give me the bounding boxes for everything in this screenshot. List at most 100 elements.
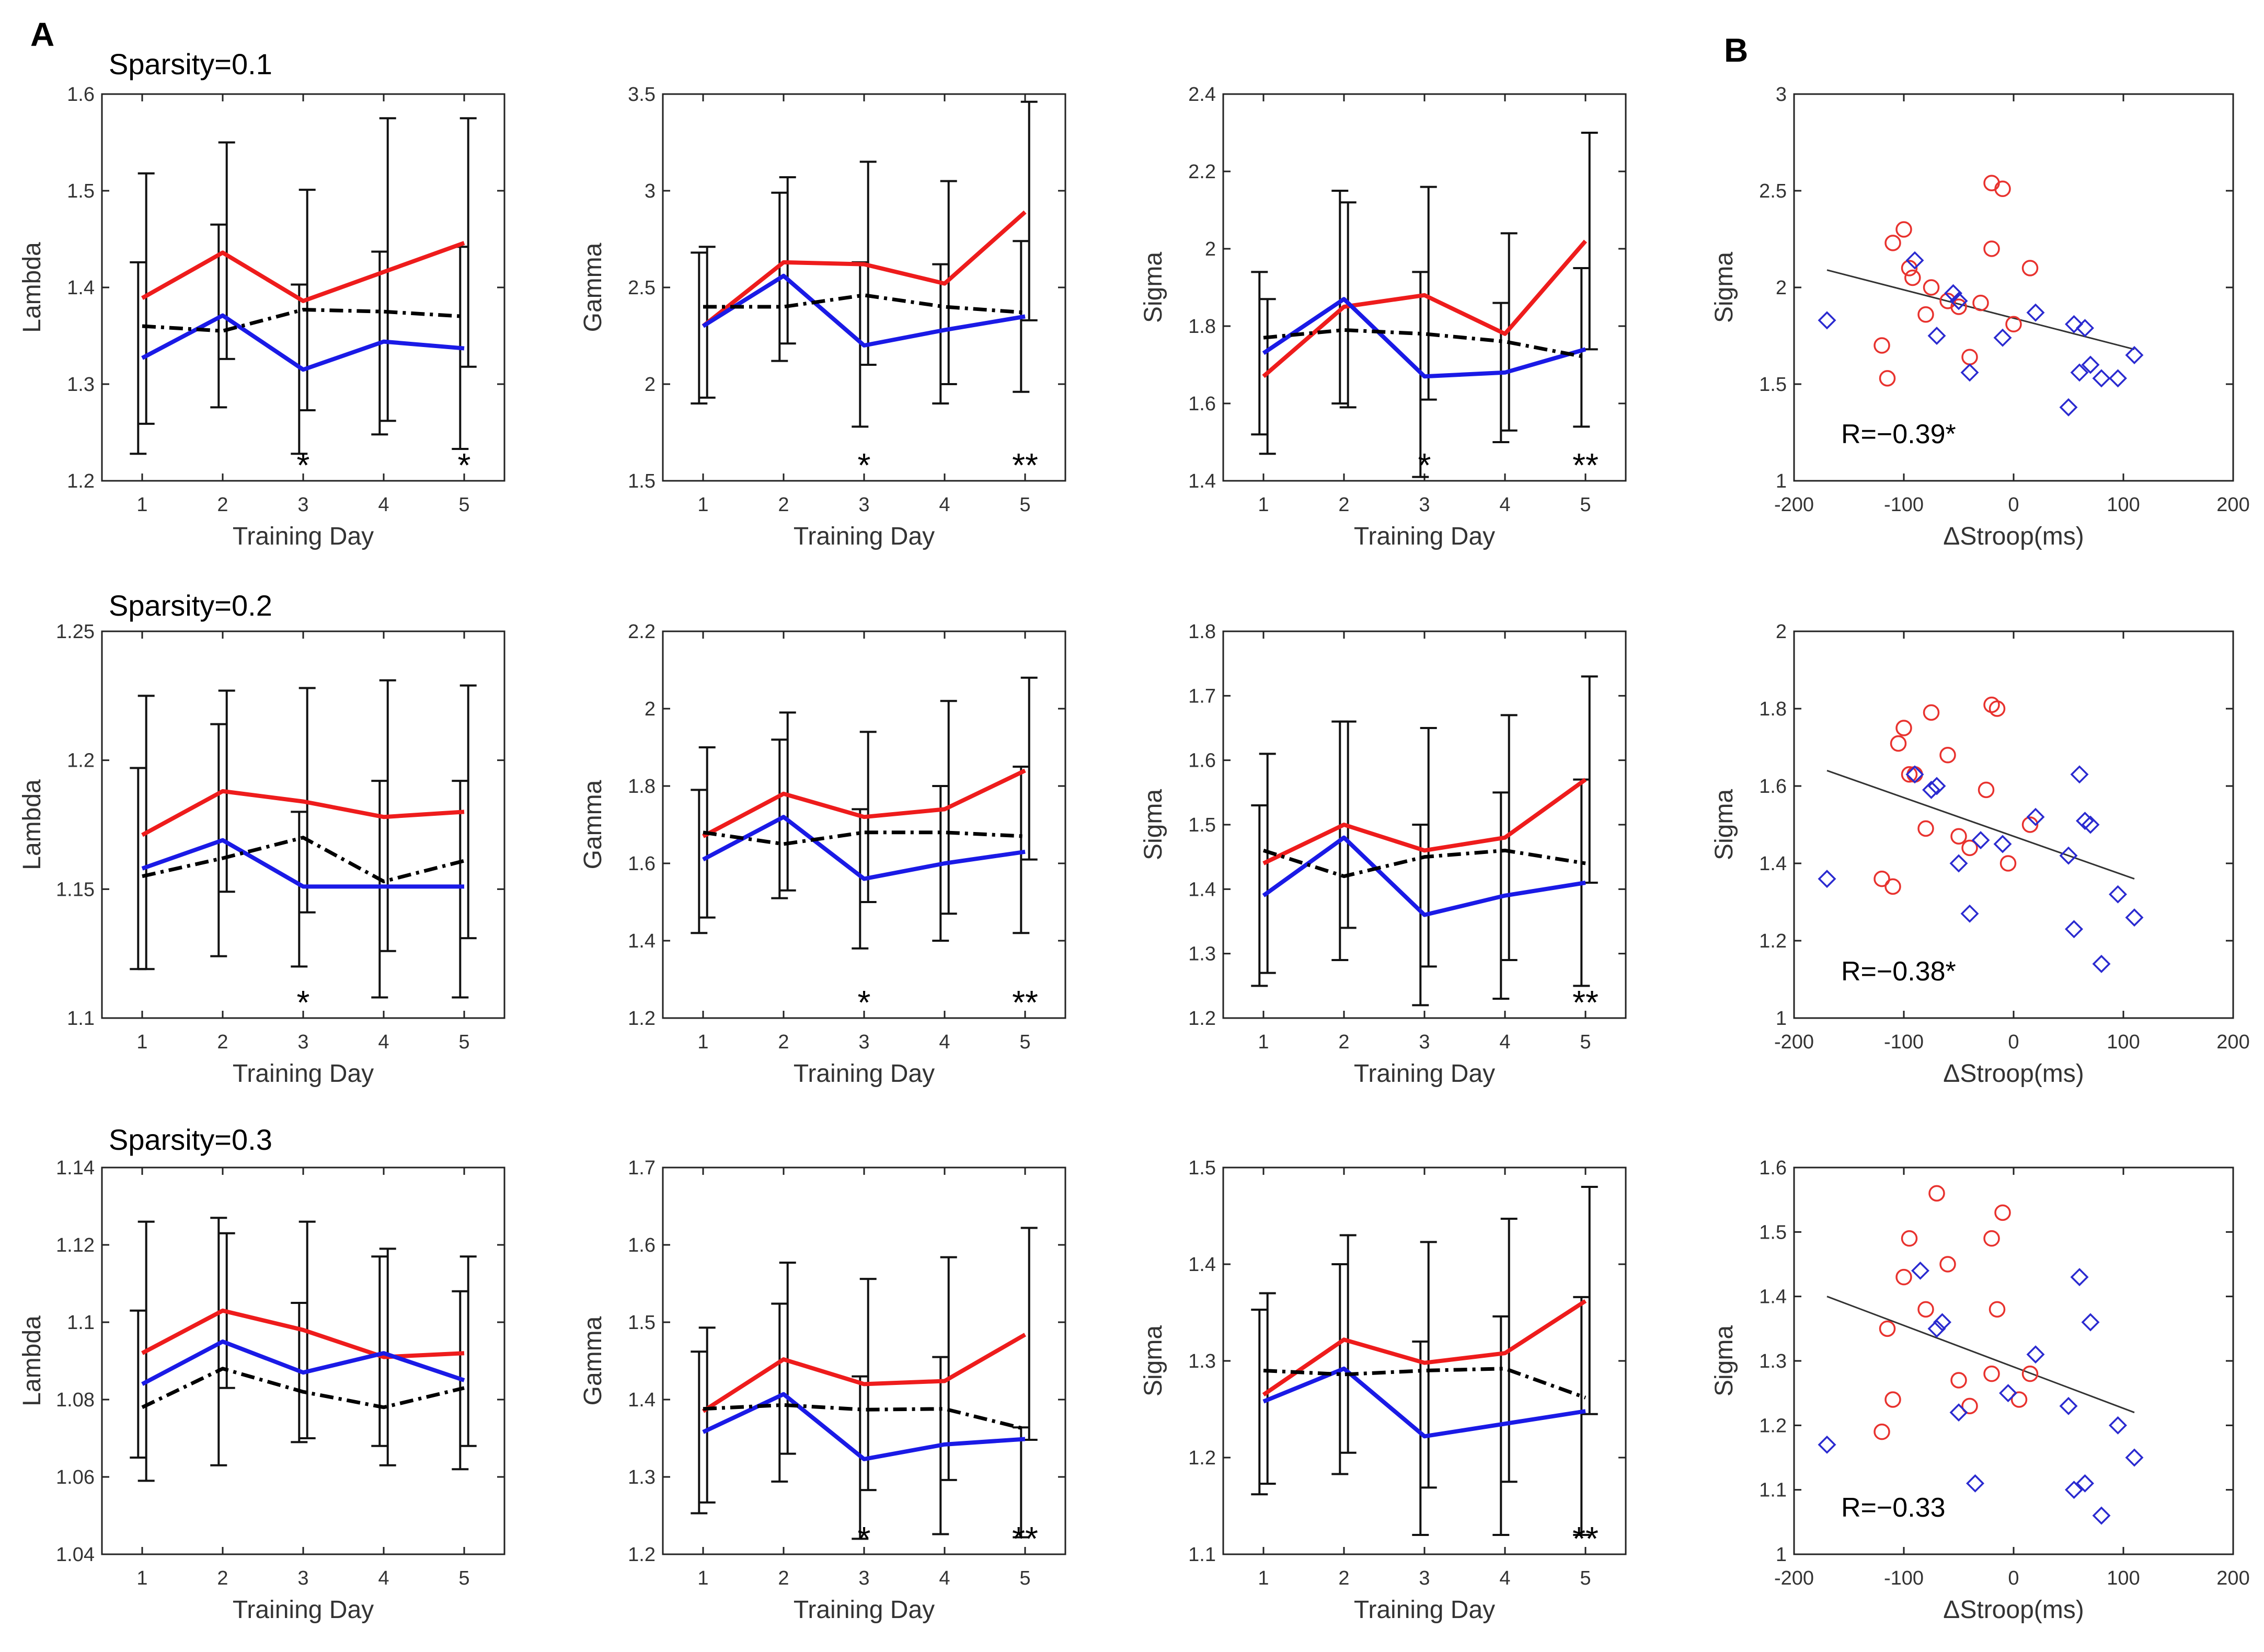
scatter-point-red — [1939, 747, 1956, 764]
y-tick-label: 1.2 — [1759, 930, 1787, 952]
scatter-point-red — [1874, 870, 1890, 887]
x-tick-label: -200 — [1774, 494, 1814, 516]
scatter-point-red — [1994, 180, 2011, 198]
x-tick-label: 4 — [1499, 1031, 1510, 1053]
x-tick-label: 1 — [697, 1031, 708, 1053]
chart-8: 1.2 1.3 1.4 1.5 1.6 1.7 1 2 3 4 5 Training Day Gamma… — [579, 1157, 1066, 1624]
x-tick-label: 1 — [697, 494, 708, 516]
y-tick-label: 1.1 — [67, 1312, 95, 1334]
row-title-sparsity-0-2: Sparsity=0.2 — [109, 589, 272, 622]
series-line-blue — [702, 1392, 1026, 1461]
y-axis-label: Sigma — [1140, 252, 1167, 323]
y-tick-label: 1.4 — [1188, 1254, 1216, 1276]
significance-marker: ** — [1572, 446, 1599, 484]
x-tick-label: -100 — [1884, 494, 1924, 516]
y-tick-label: 1.4 — [1759, 853, 1787, 875]
y-tick-label: 2 — [1205, 238, 1216, 260]
y-tick-label: 2 — [645, 698, 656, 720]
x-tick-label: 2 — [217, 494, 228, 516]
significance-marker: ** — [1012, 984, 1038, 1021]
chart-7: 1.04 1.06 1.08 1.1 1.12 1.14 1 2 3 4 5 Training Day… — [18, 1157, 505, 1624]
y-tick-label: 1.1 — [67, 1008, 95, 1030]
scatter-point-red — [1983, 175, 2000, 191]
scatter-point-red — [1989, 700, 2006, 717]
scatter-point-blue — [1966, 1474, 1984, 1493]
scatter-point-red — [1884, 235, 1901, 251]
x-tick-label: -100 — [1884, 1567, 1924, 1589]
scatter-point-red — [1917, 1301, 1934, 1318]
scatter-point-blue — [2070, 1268, 2089, 1287]
scatter-point-red — [1928, 1185, 1945, 1202]
series-line-blue — [1262, 835, 1586, 917]
x-tick-label: 3 — [1419, 1567, 1430, 1589]
y-axis-label: Sigma — [1140, 789, 1167, 860]
row-title-sparsity-0-1: Sparsity=0.1 — [109, 48, 272, 80]
y-tick-label: 1 — [1776, 1008, 1787, 1030]
y-tick-label: 1.5 — [628, 1312, 656, 1334]
scatter-point-blue — [1993, 328, 2012, 347]
significance-marker: * — [297, 984, 310, 1021]
scatter-point-red — [1950, 1372, 1967, 1389]
y-tick-label: 1.4 — [1759, 1286, 1787, 1308]
x-axis-label: ΔStroop(ms) — [1943, 523, 2084, 550]
x-axis-label: Training Day — [794, 523, 935, 550]
y-tick-label: 1.3 — [67, 374, 95, 396]
x-axis-label: Training Day — [233, 1596, 374, 1624]
y-tick-label: 1.3 — [628, 1466, 656, 1488]
y-tick-label: 1.5 — [67, 180, 95, 202]
x-tick-label: 1 — [1258, 494, 1269, 516]
scatter-point-blue — [2081, 815, 2100, 834]
y-tick-label: 1.4 — [1188, 470, 1216, 492]
axes-box — [1222, 93, 1627, 482]
scatter-point-blue — [2109, 885, 2127, 904]
scatter-point-red — [2005, 316, 2022, 333]
y-tick-label: 3.5 — [628, 84, 656, 106]
series-line-black-dashed — [142, 308, 465, 333]
significance-marker: * — [858, 984, 871, 1021]
y-tick-label: 1.2 — [1188, 1447, 1216, 1469]
chart-4: 1.1 1.15 1.2 1.25 1 2 3 4 5 Training Day Lambda * — [18, 621, 505, 1088]
y-tick-label: 1.6 — [67, 84, 95, 106]
x-tick-label: 200 — [2216, 1567, 2249, 1589]
x-tick-label: 1 — [136, 1031, 147, 1053]
y-axis-label: Lambda — [18, 242, 46, 333]
fit-line — [1826, 1296, 2135, 1414]
x-tick-label: 3 — [858, 1031, 869, 1053]
series-line-blue — [141, 1339, 465, 1386]
y-tick-label: 1.5 — [1759, 1221, 1787, 1243]
scatter-point-red — [1917, 820, 1934, 837]
y-axis-label: Gamma — [579, 242, 607, 332]
y-tick-label: 2.2 — [628, 621, 656, 643]
x-tick-label: 5 — [1019, 1031, 1030, 1053]
scatter-point-red — [1972, 294, 1989, 311]
x-axis-label: Training Day — [1354, 1596, 1495, 1624]
correlation-label: R=−0.38* — [1841, 956, 1956, 987]
y-tick-label: 2.5 — [628, 277, 656, 299]
x-tick-label: 3 — [1419, 494, 1430, 516]
x-tick-label: 1 — [697, 1567, 708, 1589]
x-tick-label: 3 — [297, 1031, 308, 1053]
scatter-point-blue — [2125, 908, 2144, 927]
y-tick-label: 1.12 — [56, 1234, 95, 1256]
y-tick-label: 1.6 — [628, 1234, 656, 1256]
x-tick-label: 100 — [2107, 494, 2140, 516]
series-line-black-dashed — [1263, 328, 1586, 359]
panel-letter-a: A — [30, 16, 54, 53]
y-tick-label: 2.5 — [1759, 180, 1787, 202]
significance-marker: ** — [1572, 984, 1599, 1021]
y-tick-label: 1.2 — [1759, 1415, 1787, 1437]
scatter-point-red — [1901, 766, 1918, 783]
significance-marker: * — [858, 1520, 871, 1557]
x-tick-label: 4 — [939, 1031, 950, 1053]
x-tick-label: 2 — [778, 1031, 789, 1053]
y-tick-label: 1.25 — [56, 621, 95, 643]
axes-box — [662, 93, 1066, 482]
scatter-point-blue — [1927, 1319, 1946, 1338]
scatter-point-blue — [2059, 846, 2078, 865]
scatter-point-red — [1895, 720, 1912, 736]
y-tick-label: 1.06 — [56, 1466, 95, 1488]
scatter-point-blue — [2092, 1506, 2111, 1525]
scatter-point-red — [1983, 1230, 2000, 1247]
scatter-point-red — [1983, 1365, 2000, 1382]
